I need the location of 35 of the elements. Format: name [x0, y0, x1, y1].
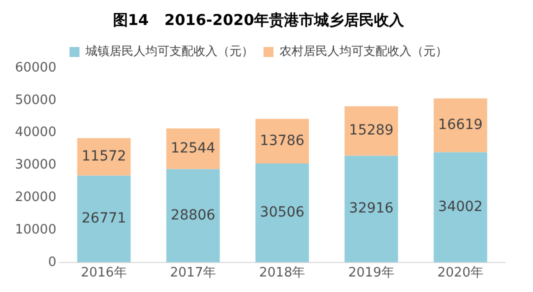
bar — [166, 128, 220, 170]
y-tick-label: 10000 — [14, 222, 56, 238]
bar — [434, 152, 488, 262]
data-label: 28806 — [170, 207, 216, 224]
data-label: 11572 — [82, 148, 126, 165]
data-label: 26771 — [82, 210, 126, 227]
y-tick-label: 20000 — [14, 190, 56, 205]
bar — [77, 176, 131, 262]
bar — [77, 138, 131, 176]
data-label: 32916 — [349, 200, 394, 217]
chart-title: 图14 2016-2020年贵港市城乡居民收入 — [112, 10, 406, 29]
bar — [434, 98, 488, 152]
x-tick-label: 2017年 — [170, 266, 216, 281]
legend-label: 农村居民人均可支配收入（元） — [280, 44, 448, 58]
data-label: 13786 — [260, 132, 305, 149]
data-label: 30506 — [260, 204, 305, 221]
y-tick-label: 30000 — [14, 158, 56, 173]
y-tick-label: 50000 — [14, 92, 56, 108]
bar — [255, 118, 309, 164]
bar — [344, 156, 398, 262]
data-label: 15289 — [349, 122, 394, 139]
bar — [255, 164, 309, 262]
x-tick-label: 2019年 — [348, 266, 394, 281]
y-tick-label: 0 — [48, 254, 56, 270]
x-tick-label: 2018年 — [259, 266, 306, 281]
data-label: 34002 — [438, 198, 483, 215]
bar — [344, 106, 398, 156]
legend-label: 城镇居民人均可支配收入（元） — [84, 44, 254, 58]
x-tick-label: 2016年 — [80, 266, 127, 281]
y-tick-label: 40000 — [14, 125, 56, 140]
x-tick-label: 2020年 — [437, 266, 484, 281]
y-tick-label: 60000 — [14, 60, 56, 76]
data-label: 16619 — [438, 116, 483, 133]
data-label: 12544 — [170, 140, 216, 156]
bar — [166, 169, 220, 262]
